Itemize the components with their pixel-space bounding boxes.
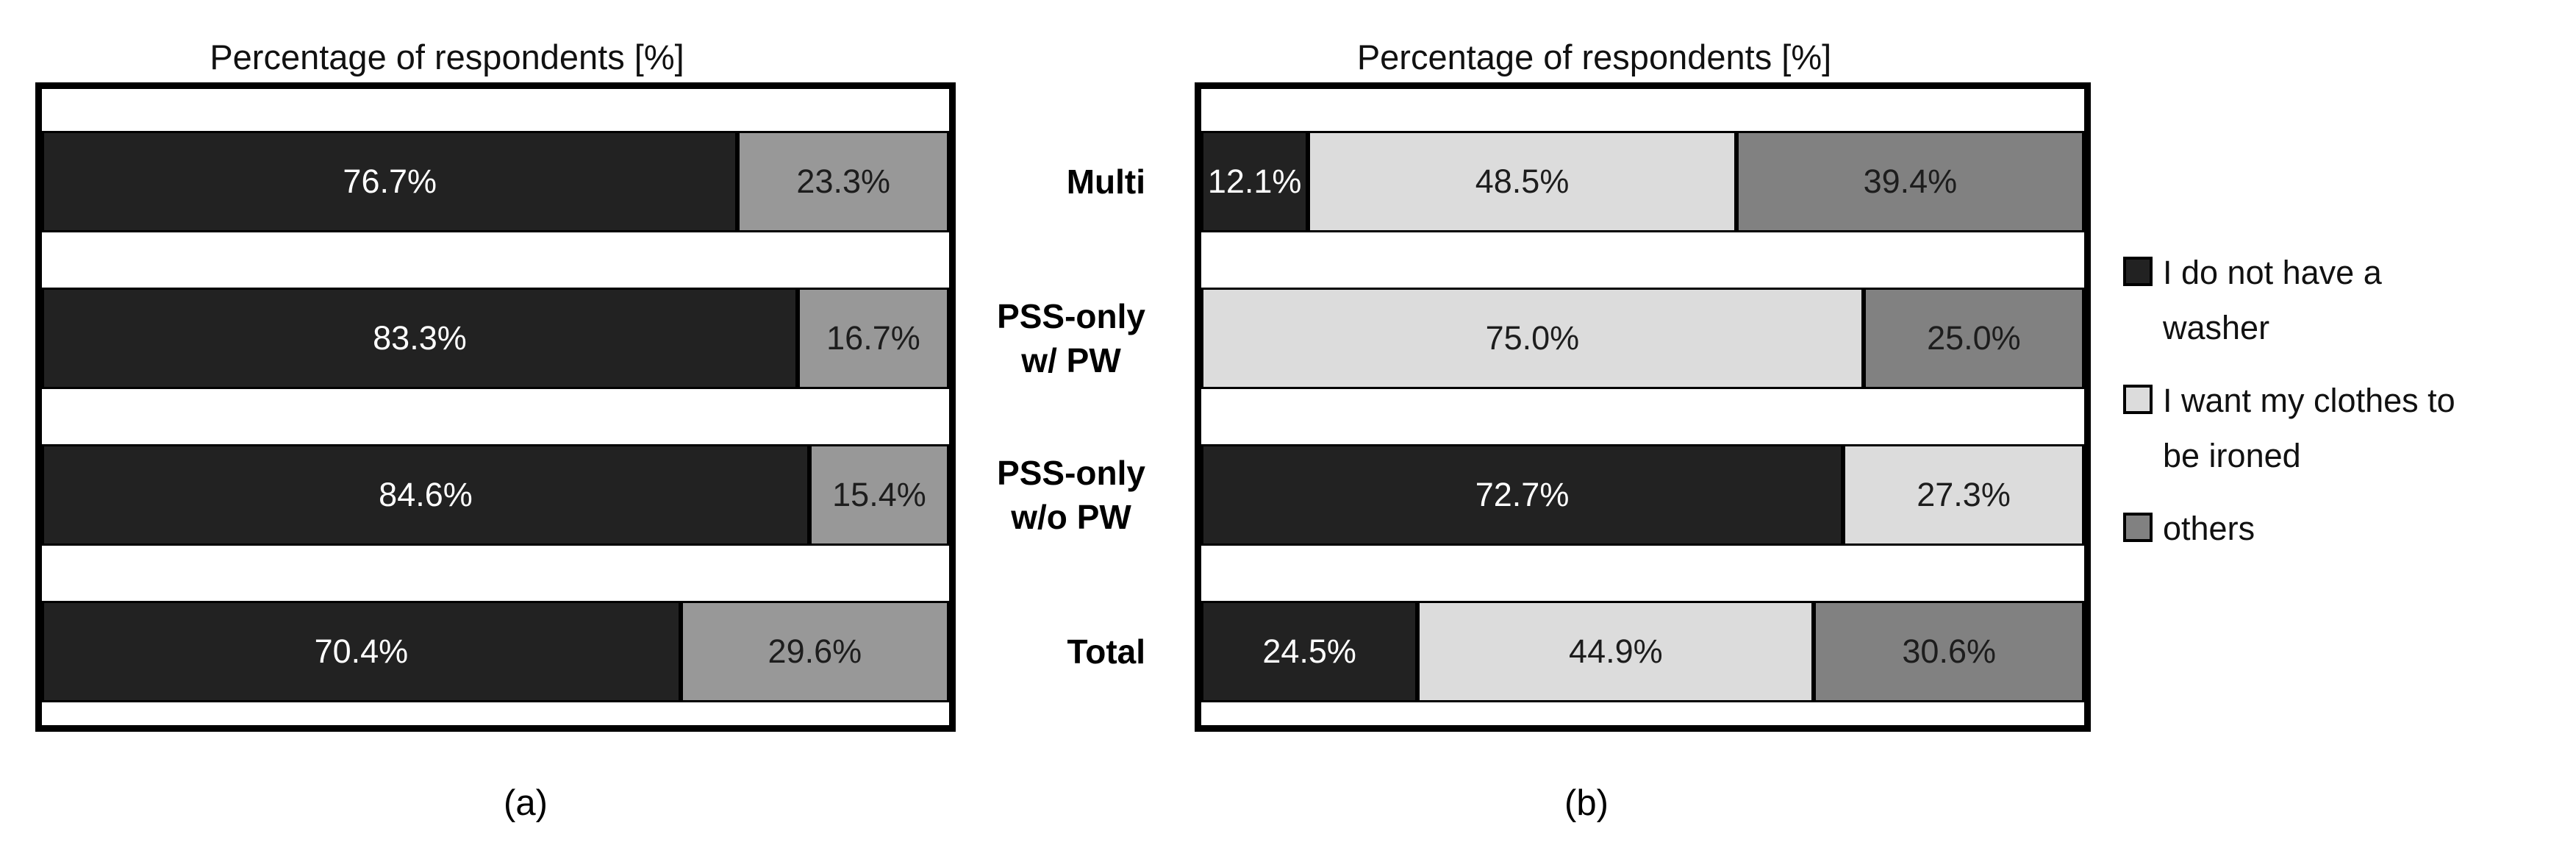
segment-value-label: 44.9% bbox=[1569, 632, 1663, 670]
category-label: Total bbox=[1067, 632, 1145, 671]
bar-segment: 72.7% bbox=[1201, 444, 1844, 546]
segment-value-label: 72.7% bbox=[1475, 476, 1570, 513]
bar-segment: 16.7% bbox=[797, 288, 949, 389]
bar-row: 72.7% 27.3% bbox=[1201, 444, 2084, 546]
segment-value-label: 84.6% bbox=[379, 476, 473, 513]
segment-value-label: 15.4% bbox=[832, 476, 926, 513]
bar-row: 75.0% 25.0% bbox=[1201, 288, 2084, 389]
segment-value-label: 76.7% bbox=[343, 163, 437, 200]
bar-segment: 48.5% bbox=[1308, 131, 1736, 232]
segment-value-label: 27.3% bbox=[1917, 476, 2011, 513]
bar-row: 84.6% 15.4% bbox=[42, 444, 949, 546]
legend-item: I do not have a washer bbox=[2123, 245, 2520, 355]
segment-value-label: 25.0% bbox=[1927, 319, 2021, 357]
chart-b-category-labels: Multi PSS-only w/ PW PSS-only w/o PW Total bbox=[882, 89, 1162, 725]
category-label: Multi bbox=[1066, 163, 1145, 201]
segment-value-label: 30.6% bbox=[1902, 632, 1997, 670]
bar-segment: 12.1% bbox=[1201, 131, 1309, 232]
legend-label: I do not have a washer bbox=[2163, 254, 2382, 346]
segment-value-label: 83.3% bbox=[373, 319, 467, 357]
bar-segment: 27.3% bbox=[1843, 444, 2084, 546]
bar-segment: 39.4% bbox=[1736, 131, 2084, 232]
legend-item: I want my clothes to be ironed bbox=[2123, 373, 2520, 483]
segment-value-label: 75.0% bbox=[1485, 319, 1580, 357]
segment-value-label: 70.4% bbox=[314, 632, 409, 670]
category-label: PSS-only w/ PW bbox=[997, 297, 1145, 379]
bar-segment: 30.6% bbox=[1814, 601, 2084, 702]
chart-b-plot: 12.1% 48.5% 39.4% 75.0% 25.0% 72.7% 27.3% 24.5%… bbox=[1201, 89, 2084, 725]
caption-b: (b) bbox=[1564, 783, 1609, 823]
segment-value-label: 12.1% bbox=[1207, 163, 1302, 200]
segment-value-label: 24.5% bbox=[1262, 632, 1356, 670]
bar-segment: 15.4% bbox=[809, 444, 949, 546]
chart-b-title: Percentage of respondents [%] bbox=[1356, 38, 1832, 76]
chart-b-frame: 12.1% 48.5% 39.4% 75.0% 25.0% 72.7% 27.3% 24.5%… bbox=[1195, 82, 2091, 732]
bar-row: 12.1% 48.5% 39.4% bbox=[1201, 131, 2084, 232]
segment-value-label: 16.7% bbox=[826, 319, 920, 357]
bar-segment: 23.3% bbox=[737, 131, 949, 232]
bar-row: 76.7% 23.3% bbox=[42, 131, 949, 232]
bar-row: 83.3% 16.7% bbox=[42, 288, 949, 389]
legend-item: others bbox=[2123, 501, 2520, 556]
bar-segment: 29.6% bbox=[680, 601, 949, 702]
chart-a-plot: 76.7% 23.3% 83.3% 16.7% 84.6% 15.4% 70.4% 29.6% bbox=[42, 89, 949, 725]
segment-value-label: 39.4% bbox=[1863, 163, 1958, 200]
segment-value-label: 29.6% bbox=[768, 632, 862, 670]
legend-swatch-icon bbox=[2123, 513, 2153, 542]
chart-a-frame: 76.7% 23.3% 83.3% 16.7% 84.6% 15.4% 70.4% 29.6% bbox=[35, 82, 956, 732]
bar-row: 24.5% 44.9% 30.6% bbox=[1201, 601, 2084, 702]
bar-segment: 75.0% bbox=[1201, 288, 1864, 389]
caption-a: (a) bbox=[504, 783, 548, 823]
legend-swatch-icon bbox=[2123, 385, 2153, 414]
bar-segment: 44.9% bbox=[1417, 601, 1814, 702]
legend-swatch-icon bbox=[2123, 257, 2153, 286]
legend-label: others bbox=[2163, 510, 2255, 547]
bar-segment: 83.3% bbox=[42, 288, 798, 389]
legend-label: I want my clothes to be ironed bbox=[2163, 382, 2455, 474]
legend: I do not have a washer I want my clothes … bbox=[2123, 245, 2520, 556]
segment-value-label: 23.3% bbox=[796, 163, 891, 200]
bar-segment: 84.6% bbox=[42, 444, 809, 546]
bar-row: 70.4% 29.6% bbox=[42, 601, 949, 702]
bar-segment: 25.0% bbox=[1863, 288, 2084, 389]
bar-segment: 76.7% bbox=[42, 131, 738, 232]
segment-value-label: 48.5% bbox=[1475, 163, 1570, 200]
category-label: PSS-only w/o PW bbox=[997, 454, 1145, 536]
chart-a-title: Percentage of respondents [%] bbox=[210, 38, 684, 76]
bar-segment: 24.5% bbox=[1201, 601, 1418, 702]
bar-segment: 70.4% bbox=[42, 601, 681, 702]
